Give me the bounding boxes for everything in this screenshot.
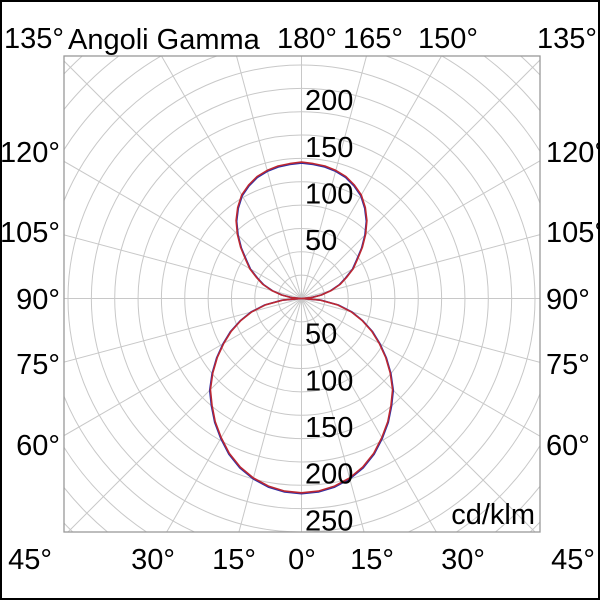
radial-tick-above: 100 bbox=[305, 179, 353, 211]
grid-spoke bbox=[160, 56, 302, 299]
grid-spoke bbox=[235, 56, 302, 299]
chart-title: Angoli Gamma bbox=[68, 24, 260, 56]
radial-tick-below: 250 bbox=[305, 505, 353, 537]
gamma-tick-bottom: 15° bbox=[350, 544, 394, 576]
radial-tick-below: 50 bbox=[305, 319, 337, 351]
radial-tick-below: 150 bbox=[305, 412, 353, 444]
grid-spoke bbox=[301, 298, 536, 532]
grid-spoke bbox=[238, 298, 302, 532]
grid-spoke bbox=[166, 298, 302, 532]
grid-spoke bbox=[64, 298, 302, 437]
c0-c180-curve bbox=[209, 161, 394, 494]
gamma-tick-right: 75° bbox=[546, 349, 590, 381]
grid-spoke bbox=[301, 298, 540, 437]
grid-spoke bbox=[301, 160, 540, 299]
radial-tick-above: 200 bbox=[305, 85, 353, 117]
radial-tick-above: 50 bbox=[305, 225, 337, 257]
gamma-tick-bottom: 45° bbox=[8, 544, 52, 576]
gamma-tick-left: 120° bbox=[2, 137, 60, 169]
gamma-tick-bottom: 45° bbox=[551, 544, 595, 576]
gamma-tick-right: 60° bbox=[546, 430, 590, 462]
gamma-tick-left: 90° bbox=[16, 284, 60, 316]
gamma-tick-right: 90° bbox=[546, 284, 590, 316]
grid-spoke bbox=[301, 56, 443, 299]
grid-spoke bbox=[301, 234, 540, 299]
gamma-tick-bottom: 30° bbox=[131, 544, 175, 576]
gamma-tick-left: 105° bbox=[2, 217, 60, 249]
gamma-tick-right: 120° bbox=[546, 137, 600, 169]
grid-spoke bbox=[301, 56, 368, 299]
gamma-tick-top: 135° bbox=[4, 23, 64, 55]
grid-spoke bbox=[64, 160, 302, 299]
gamma-tick-bottom: 0° bbox=[288, 544, 316, 576]
gamma-tick-top: 180° bbox=[277, 23, 337, 55]
grid-spoke bbox=[64, 298, 302, 363]
gamma-tick-left: 75° bbox=[16, 349, 60, 381]
unit-label: cd/klm bbox=[451, 499, 535, 531]
grid-spoke bbox=[64, 60, 302, 299]
gamma-tick-bottom: 15° bbox=[212, 544, 256, 576]
gamma-tick-right: 105° bbox=[546, 217, 600, 249]
gamma-tick-top: 165° bbox=[343, 23, 403, 55]
radial-tick-above: 150 bbox=[305, 132, 353, 164]
gamma-tick-bottom: 30° bbox=[441, 544, 485, 576]
gamma-tick-top: 135° bbox=[537, 23, 597, 55]
radial-tick-below: 100 bbox=[305, 365, 353, 397]
grid-spoke bbox=[301, 298, 437, 532]
grid-spoke bbox=[64, 234, 302, 299]
grid-spoke bbox=[301, 59, 540, 299]
plot-box bbox=[63, 55, 541, 533]
grid-spoke bbox=[67, 298, 302, 532]
radial-tick-below: 200 bbox=[305, 459, 353, 491]
gamma-tick-top: 150° bbox=[418, 23, 478, 55]
gamma-tick-left: 60° bbox=[16, 430, 60, 462]
grid-spoke bbox=[301, 298, 540, 363]
grid-spoke bbox=[301, 298, 365, 532]
